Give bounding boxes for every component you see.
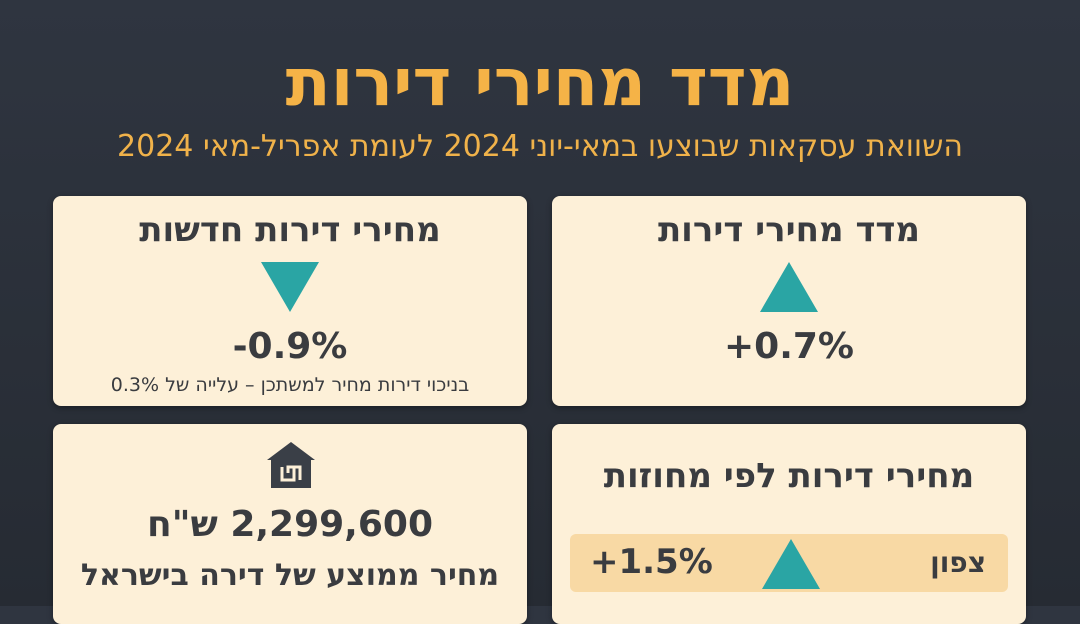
district-change: +1.5% — [590, 542, 713, 582]
index-change: +0.7% — [723, 326, 854, 367]
up-arrow-icon — [760, 262, 818, 312]
index-card-title: מדד מחירי דירות — [657, 210, 921, 250]
average-price-label: מחיר ממוצע של דירה בישראל — [80, 558, 500, 593]
index-card: מדד מחירי דירות +0.7% — [552, 196, 1026, 406]
new-apartments-card: מחירי דירות חדשות -0.9% בניכוי דירות מחי… — [53, 196, 527, 406]
district-name: צפון — [930, 546, 986, 579]
down-arrow-icon — [261, 262, 319, 312]
districts-card: מחירי דירות לפי מחוזות צפון +1.5% — [552, 424, 1026, 624]
average-price-value: 2,299,600 ש"ח — [146, 504, 434, 545]
new-apartments-title: מחירי דירות חדשות — [139, 210, 441, 250]
average-price-card: 2,299,600 ש"ח מחיר ממוצע של דירה בישראל — [53, 424, 527, 624]
page-title: מדד מחירי דירות — [285, 44, 795, 121]
house-shekel-icon — [267, 442, 315, 488]
districts-title: מחירי דירות לפי מחוזות — [603, 456, 975, 496]
new-apartments-note: בניכוי דירות מחיר למשתכן – עלייה של 0.3% — [110, 374, 470, 396]
new-apartments-change: -0.9% — [232, 326, 348, 367]
district-row: צפון +1.5% — [570, 534, 1008, 592]
up-arrow-icon — [762, 539, 820, 589]
page-subtitle: השוואת עסקאות שבוצעו במאי-יוני 2024 לעומ… — [117, 129, 963, 164]
